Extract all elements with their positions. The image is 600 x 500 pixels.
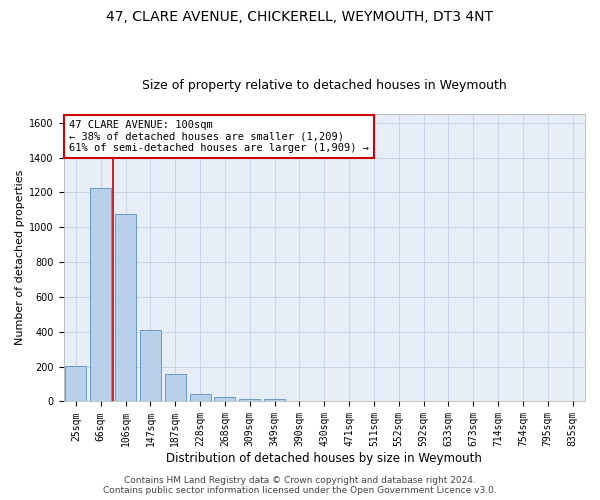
Bar	[239, 399, 260, 402]
Title: Size of property relative to detached houses in Weymouth: Size of property relative to detached ho…	[142, 79, 506, 92]
Bar	[214, 397, 235, 402]
Bar	[90, 188, 112, 402]
Text: 47, CLARE AVENUE, CHICKERELL, WEYMOUTH, DT3 4NT: 47, CLARE AVENUE, CHICKERELL, WEYMOUTH, …	[107, 10, 493, 24]
Bar	[264, 399, 285, 402]
Bar	[190, 394, 211, 402]
Bar	[115, 214, 136, 402]
Text: 47 CLARE AVENUE: 100sqm
← 38% of detached houses are smaller (1,209)
61% of semi: 47 CLARE AVENUE: 100sqm ← 38% of detache…	[69, 120, 369, 153]
X-axis label: Distribution of detached houses by size in Weymouth: Distribution of detached houses by size …	[166, 452, 482, 465]
Text: Contains HM Land Registry data © Crown copyright and database right 2024.
Contai: Contains HM Land Registry data © Crown c…	[103, 476, 497, 495]
Bar	[165, 374, 186, 402]
Bar	[140, 330, 161, 402]
Y-axis label: Number of detached properties: Number of detached properties	[15, 170, 25, 346]
Bar	[65, 366, 86, 402]
